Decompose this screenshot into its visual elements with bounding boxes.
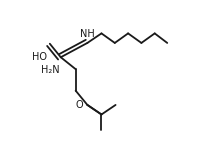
Text: H₂N: H₂N [41,65,59,75]
Text: NH: NH [80,29,95,39]
Text: HO: HO [32,52,48,62]
Text: O: O [75,100,83,110]
